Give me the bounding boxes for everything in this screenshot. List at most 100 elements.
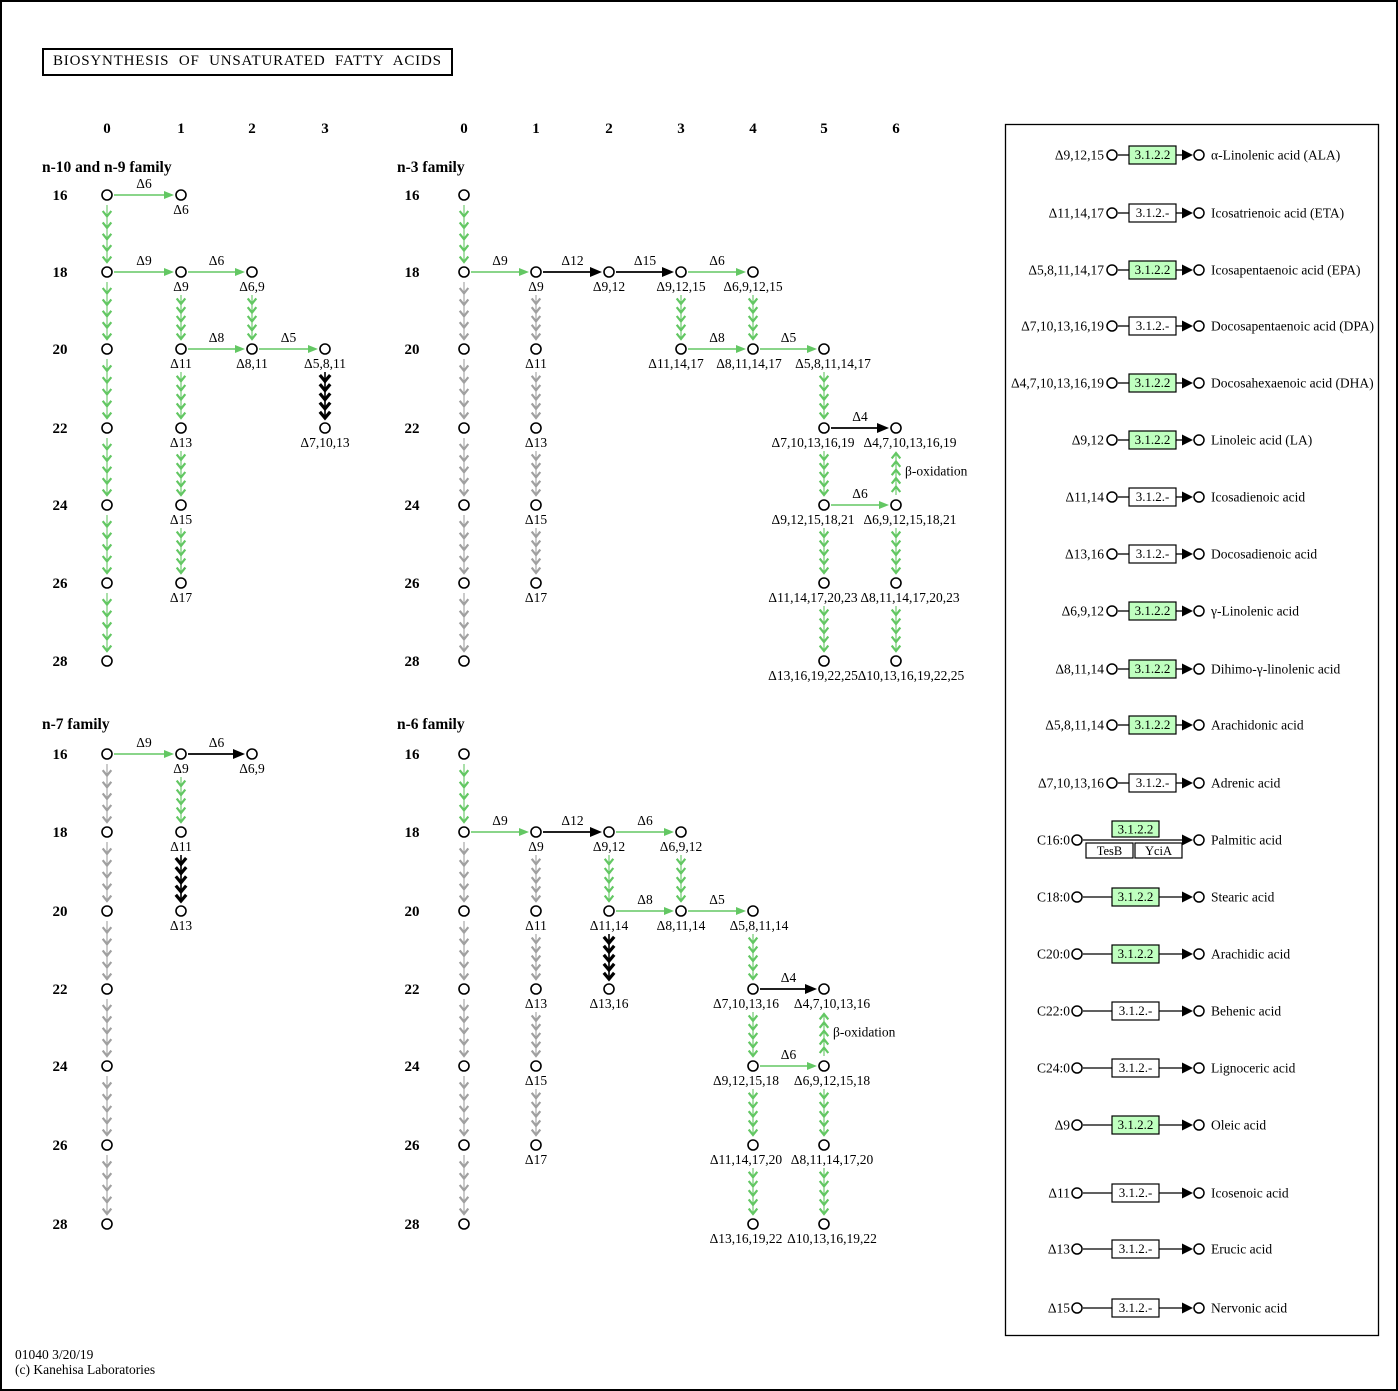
compound-node[interactable]	[530, 1060, 542, 1072]
compound-node[interactable]	[818, 1060, 830, 1072]
compound-node[interactable]	[1106, 149, 1118, 161]
compound-node[interactable]	[1193, 207, 1205, 219]
compound-node[interactable]	[1106, 264, 1118, 276]
compound-node[interactable]	[1106, 605, 1118, 617]
compound-node[interactable]	[1193, 605, 1205, 617]
compound-node[interactable]	[1071, 1062, 1083, 1074]
compound-node[interactable]	[890, 655, 902, 667]
compound-node[interactable]	[747, 905, 759, 917]
compound-node[interactable]	[1193, 777, 1205, 789]
enzyme-box[interactable]	[1085, 842, 1134, 859]
compound-node[interactable]	[458, 343, 470, 355]
compound-node[interactable]	[458, 748, 470, 760]
compound-node[interactable]	[1193, 1243, 1205, 1255]
compound-node[interactable]	[101, 983, 113, 995]
compound-node[interactable]	[458, 422, 470, 434]
compound-node[interactable]	[1193, 377, 1205, 389]
compound-node[interactable]	[1193, 1119, 1205, 1131]
compound-node[interactable]	[319, 343, 331, 355]
compound-node[interactable]	[890, 577, 902, 589]
compound-node[interactable]	[1106, 491, 1118, 503]
compound-node[interactable]	[1193, 663, 1205, 675]
compound-node[interactable]	[890, 422, 902, 434]
compound-node[interactable]	[458, 983, 470, 995]
compound-node[interactable]	[675, 826, 687, 838]
compound-node[interactable]	[1193, 548, 1205, 560]
compound-node[interactable]	[818, 1218, 830, 1230]
compound-node[interactable]	[101, 748, 113, 760]
compound-node[interactable]	[603, 826, 615, 838]
enzyme-box[interactable]	[1111, 820, 1160, 838]
compound-node[interactable]	[1106, 663, 1118, 675]
compound-node[interactable]	[818, 422, 830, 434]
compound-node[interactable]	[101, 655, 113, 667]
compound-node[interactable]	[675, 266, 687, 278]
compound-node[interactable]	[1106, 320, 1118, 332]
compound-node[interactable]	[1106, 207, 1118, 219]
compound-node[interactable]	[1193, 834, 1205, 846]
compound-node[interactable]	[458, 189, 470, 201]
compound-node[interactable]	[530, 1139, 542, 1151]
compound-node[interactable]	[175, 266, 187, 278]
compound-node[interactable]	[1193, 1187, 1205, 1199]
compound-node[interactable]	[246, 266, 258, 278]
compound-node[interactable]	[818, 655, 830, 667]
compound-node[interactable]	[1071, 891, 1083, 903]
compound-node[interactable]	[1106, 548, 1118, 560]
compound-node[interactable]	[101, 905, 113, 917]
compound-node[interactable]	[1071, 1119, 1083, 1131]
compound-node[interactable]	[1193, 891, 1205, 903]
compound-node[interactable]	[1071, 1302, 1083, 1314]
compound-node[interactable]	[1193, 948, 1205, 960]
compound-node[interactable]	[530, 983, 542, 995]
compound-node[interactable]	[818, 577, 830, 589]
compound-node[interactable]	[1071, 948, 1083, 960]
compound-node[interactable]	[101, 422, 113, 434]
enzyme-box[interactable]	[1134, 842, 1183, 859]
compound-node[interactable]	[175, 499, 187, 511]
compound-node[interactable]	[530, 343, 542, 355]
compound-node[interactable]	[675, 905, 687, 917]
compound-node[interactable]	[603, 905, 615, 917]
compound-node[interactable]	[1106, 719, 1118, 731]
compound-node[interactable]	[1193, 1062, 1205, 1074]
compound-node[interactable]	[175, 905, 187, 917]
compound-node[interactable]	[530, 499, 542, 511]
compound-node[interactable]	[1071, 1243, 1083, 1255]
compound-node[interactable]	[175, 422, 187, 434]
compound-node[interactable]	[747, 343, 759, 355]
compound-node[interactable]	[458, 905, 470, 917]
compound-node[interactable]	[175, 189, 187, 201]
compound-node[interactable]	[1193, 434, 1205, 446]
compound-node[interactable]	[101, 1218, 113, 1230]
compound-node[interactable]	[101, 499, 113, 511]
compound-node[interactable]	[530, 905, 542, 917]
compound-node[interactable]	[1071, 1005, 1083, 1017]
compound-node[interactable]	[1106, 777, 1118, 789]
compound-node[interactable]	[818, 343, 830, 355]
compound-node[interactable]	[101, 1060, 113, 1072]
compound-node[interactable]	[530, 422, 542, 434]
compound-node[interactable]	[1071, 1187, 1083, 1199]
compound-node[interactable]	[1193, 1302, 1205, 1314]
compound-node[interactable]	[818, 499, 830, 511]
compound-node[interactable]	[101, 189, 113, 201]
compound-node[interactable]	[175, 343, 187, 355]
compound-node[interactable]	[818, 1139, 830, 1151]
compound-node[interactable]	[458, 499, 470, 511]
compound-node[interactable]	[530, 266, 542, 278]
compound-node[interactable]	[747, 266, 759, 278]
compound-node[interactable]	[1193, 1005, 1205, 1017]
compound-node[interactable]	[890, 499, 902, 511]
compound-node[interactable]	[1193, 719, 1205, 731]
compound-node[interactable]	[246, 343, 258, 355]
compound-node[interactable]	[458, 577, 470, 589]
compound-node[interactable]	[530, 577, 542, 589]
compound-node[interactable]	[1193, 149, 1205, 161]
compound-node[interactable]	[458, 266, 470, 278]
compound-node[interactable]	[175, 826, 187, 838]
compound-node[interactable]	[1193, 320, 1205, 332]
compound-node[interactable]	[603, 266, 615, 278]
compound-node[interactable]	[1106, 434, 1118, 446]
compound-node[interactable]	[1193, 491, 1205, 503]
